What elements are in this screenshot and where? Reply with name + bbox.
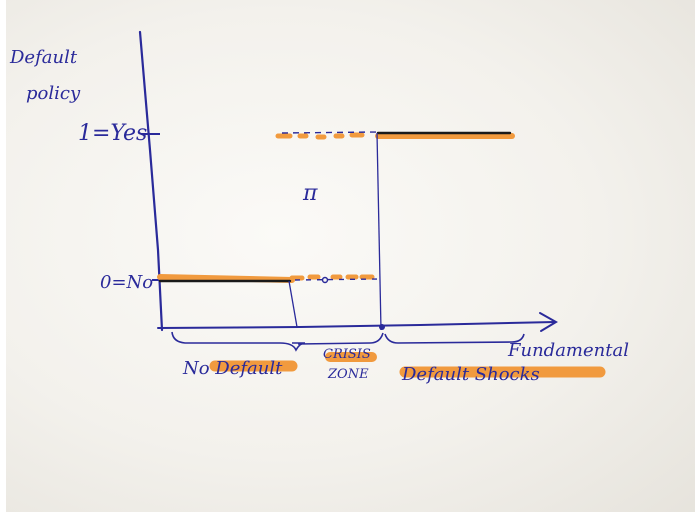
photo-border-bottom bbox=[0, 512, 695, 520]
no-default-highlight bbox=[157, 274, 295, 283]
bracket-default bbox=[384, 333, 525, 344]
y-axis-label-line1: Default bbox=[9, 47, 78, 68]
crisis-right-boundary bbox=[376, 132, 382, 331]
bracket-no-default bbox=[171, 331, 306, 352]
x-axis-line bbox=[157, 321, 556, 329]
y-tick-no-label: 0=No bbox=[100, 272, 153, 293]
region-label-crisis-line1: CRISIS bbox=[323, 347, 371, 362]
x-axis-label: Fundamental bbox=[507, 340, 629, 361]
photo-border-left bbox=[0, 0, 6, 520]
region-label-default: Default Shocks bbox=[401, 364, 540, 385]
pi-symbol: π bbox=[302, 181, 318, 206]
bracket-crisis bbox=[297, 332, 384, 345]
crisis-high-dashes bbox=[275, 131, 379, 140]
y-tick-yes-label: 1=Yes bbox=[78, 121, 147, 146]
crisis-low-dashes bbox=[289, 274, 381, 284]
boundary-axis-point bbox=[379, 324, 385, 330]
x-axis-arrowhead bbox=[539, 312, 558, 332]
region-label-crisis-line2: ZONE bbox=[327, 367, 369, 382]
y-axis-label-line2: policy bbox=[26, 83, 81, 104]
y-axis-line bbox=[138, 30, 164, 332]
crisis-left-boundary bbox=[288, 280, 298, 328]
region-label-no-default: No Default bbox=[182, 358, 283, 379]
